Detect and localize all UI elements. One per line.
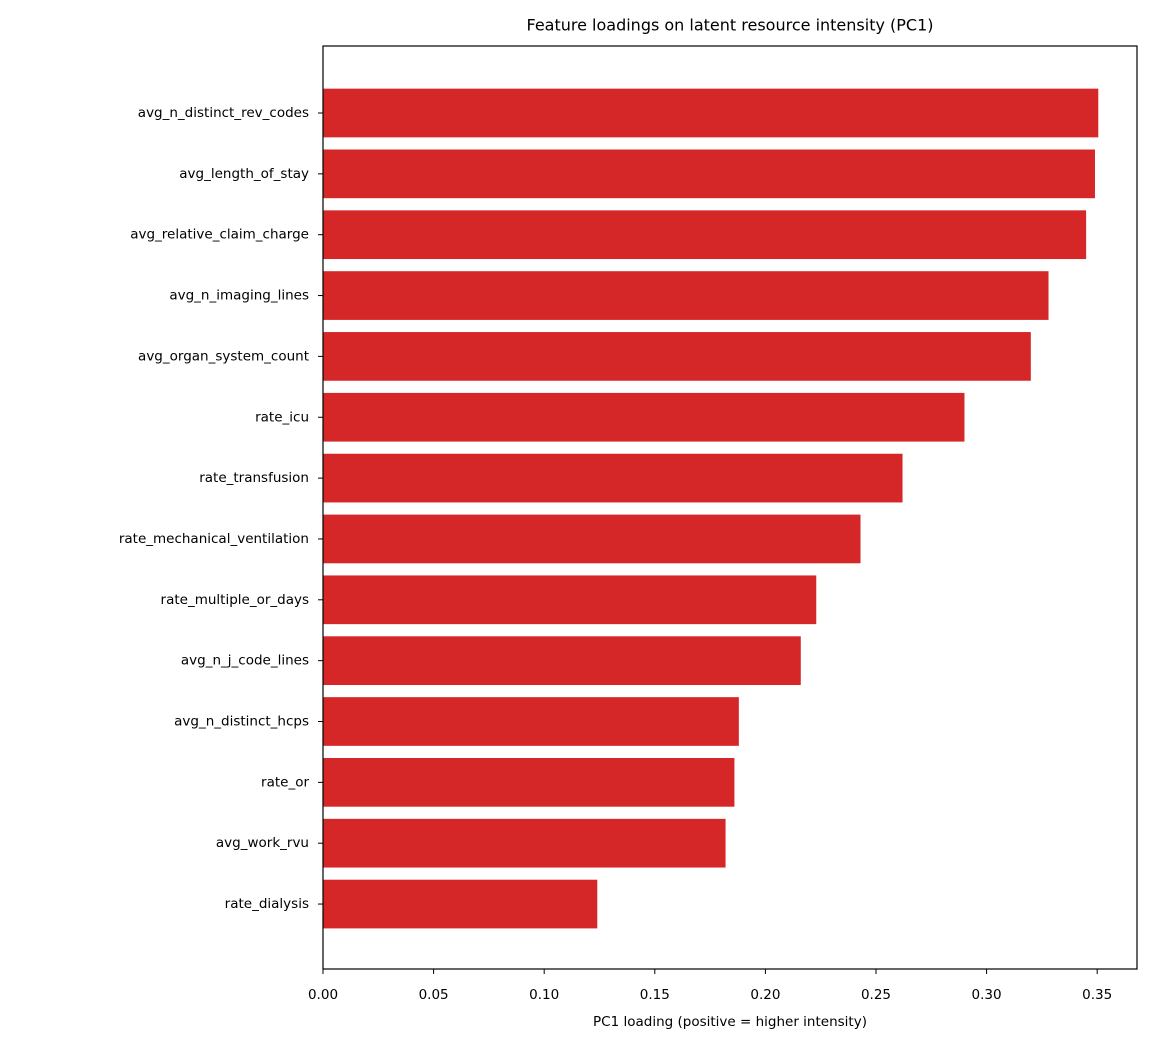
y-tick-label: avg_work_rvu — [216, 835, 309, 851]
y-tick-label: avg_relative_claim_charge — [130, 227, 309, 243]
y-tick-label: avg_length_of_stay — [179, 166, 309, 182]
bar — [323, 88, 1099, 138]
bar — [323, 392, 965, 442]
bar — [323, 575, 817, 625]
x-tick-label: 0.20 — [750, 987, 780, 1003]
bar — [323, 149, 1095, 199]
y-tick-label: rate_icu — [255, 409, 309, 425]
x-tick-label: 0.30 — [972, 987, 1002, 1003]
x-tick-label: 0.35 — [1082, 987, 1112, 1003]
bar — [323, 758, 735, 807]
plot-frame — [322, 45, 1138, 970]
y-tick-label: avg_organ_system_count — [138, 348, 309, 364]
x-tick-label: 0.25 — [861, 987, 891, 1003]
y-tick-label: rate_transfusion — [199, 470, 309, 486]
bar — [323, 636, 801, 685]
y-tick-label: rate_or — [261, 774, 309, 790]
x-tick-label: 0.05 — [419, 987, 449, 1003]
x-tick-label: 0.15 — [640, 987, 670, 1003]
chart-title: Feature loadings on latent resource inte… — [526, 16, 933, 35]
x-tick-label: 0.00 — [308, 987, 338, 1003]
y-tick-label: rate_dialysis — [225, 896, 309, 912]
bar — [323, 332, 1031, 381]
x-tick-label: 0.10 — [529, 987, 559, 1003]
bar — [323, 210, 1087, 260]
bar — [323, 453, 903, 503]
x-axis-label: PC1 loading (positive = higher intensity… — [593, 1014, 867, 1030]
y-tick-label: rate_multiple_or_days — [161, 592, 309, 608]
bar — [323, 697, 739, 746]
y-tick-label: avg_n_distinct_hcps — [174, 714, 309, 730]
bar — [323, 818, 726, 868]
bar — [323, 271, 1049, 320]
y-tick-label: avg_n_imaging_lines — [169, 288, 309, 304]
y-tick-label: rate_mechanical_ventilation — [119, 531, 309, 547]
bar — [323, 514, 861, 564]
y-tick-label: avg_n_j_code_lines — [181, 653, 309, 669]
y-tick-label: avg_n_distinct_rev_codes — [138, 105, 309, 121]
bar — [323, 879, 598, 929]
